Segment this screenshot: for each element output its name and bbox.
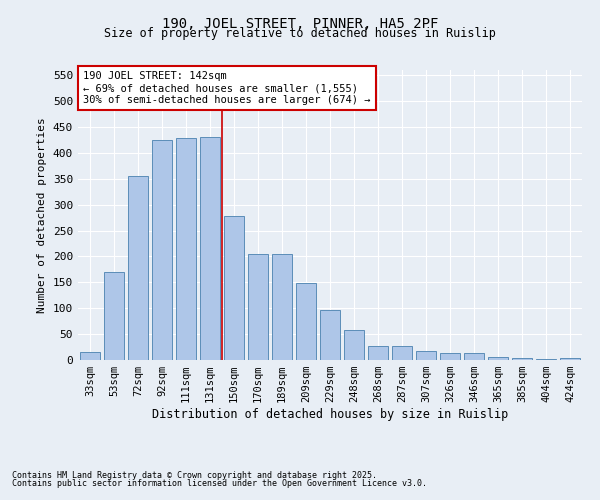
Bar	[416, 350, 436, 360]
Bar	[440, 354, 460, 360]
Bar	[272, 254, 292, 360]
Bar	[512, 358, 532, 360]
Text: Contains public sector information licensed under the Open Government Licence v3: Contains public sector information licen…	[12, 478, 427, 488]
Bar	[488, 357, 508, 360]
Bar	[392, 346, 412, 360]
Text: 190, JOEL STREET, PINNER, HA5 2PF: 190, JOEL STREET, PINNER, HA5 2PF	[162, 18, 438, 32]
Bar	[320, 310, 340, 360]
Bar	[536, 359, 556, 360]
Bar	[200, 138, 220, 360]
Bar	[464, 354, 484, 360]
Text: Size of property relative to detached houses in Ruislip: Size of property relative to detached ho…	[104, 28, 496, 40]
Y-axis label: Number of detached properties: Number of detached properties	[37, 117, 47, 313]
Bar	[248, 254, 268, 360]
Bar	[104, 272, 124, 360]
Bar	[560, 358, 580, 360]
Bar	[224, 216, 244, 360]
Bar	[368, 346, 388, 360]
Bar	[152, 140, 172, 360]
Text: 190 JOEL STREET: 142sqm
← 69% of detached houses are smaller (1,555)
30% of semi: 190 JOEL STREET: 142sqm ← 69% of detache…	[83, 72, 371, 104]
Bar	[128, 176, 148, 360]
Bar	[344, 330, 364, 360]
Text: Contains HM Land Registry data © Crown copyright and database right 2025.: Contains HM Land Registry data © Crown c…	[12, 471, 377, 480]
Bar	[296, 284, 316, 360]
Bar	[176, 138, 196, 360]
Bar	[80, 352, 100, 360]
X-axis label: Distribution of detached houses by size in Ruislip: Distribution of detached houses by size …	[152, 408, 508, 421]
